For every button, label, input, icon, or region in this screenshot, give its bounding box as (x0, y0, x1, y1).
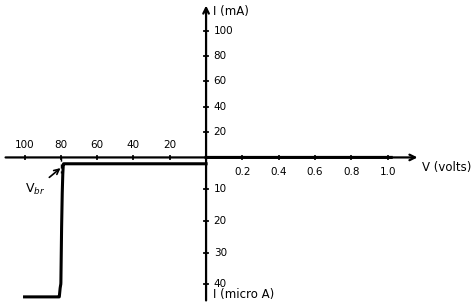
Text: 20: 20 (214, 127, 227, 137)
Text: 40: 40 (214, 102, 227, 112)
Text: 40: 40 (127, 140, 140, 151)
Text: 60: 60 (91, 140, 104, 151)
Text: 100: 100 (214, 26, 233, 36)
Text: I (micro A): I (micro A) (213, 288, 274, 301)
Text: V (volts): V (volts) (422, 161, 472, 174)
Text: V$_{br}$: V$_{br}$ (25, 169, 59, 197)
Text: 0.2: 0.2 (234, 167, 251, 177)
Text: 40: 40 (214, 279, 227, 289)
Text: 80: 80 (214, 51, 227, 61)
Text: 100: 100 (15, 140, 35, 151)
Text: 30: 30 (214, 248, 227, 258)
Text: 0.6: 0.6 (307, 167, 323, 177)
Text: 0.8: 0.8 (343, 167, 359, 177)
Text: I (mA): I (mA) (213, 5, 249, 18)
Text: 1.0: 1.0 (379, 167, 396, 177)
Text: 20: 20 (163, 140, 176, 151)
Text: 60: 60 (214, 76, 227, 86)
Text: 0.4: 0.4 (271, 167, 287, 177)
Text: 20: 20 (214, 216, 227, 226)
Text: 10: 10 (214, 184, 227, 194)
Text: 80: 80 (55, 140, 67, 151)
